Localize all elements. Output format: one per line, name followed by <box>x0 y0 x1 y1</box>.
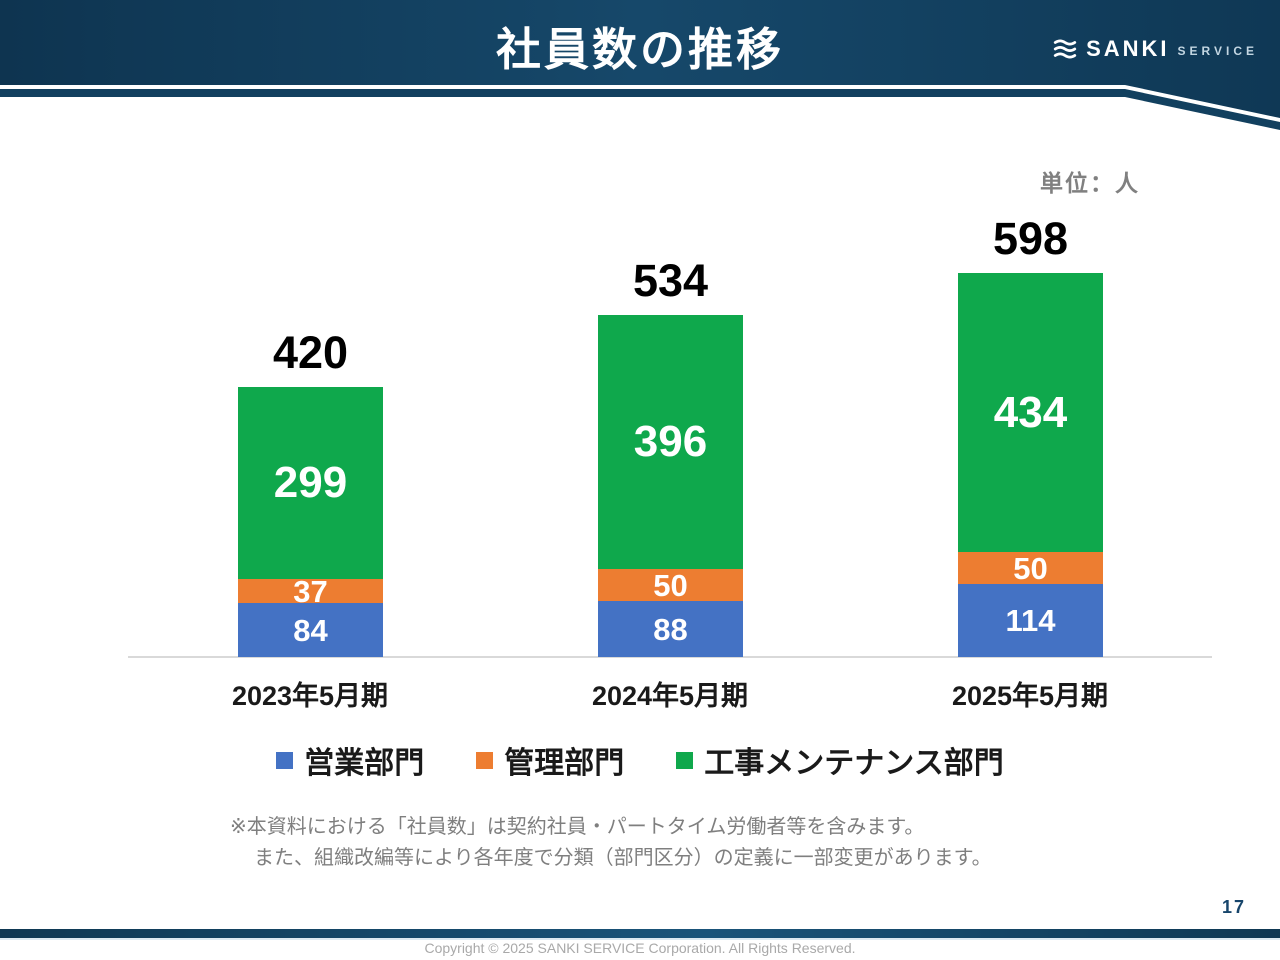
footnote: ※本資料における「社員数」は契約社員・パートタイム労働者等を含みます。 また、組… <box>230 812 992 874</box>
category-label-2025: 2025年5月期 <box>951 681 1109 711</box>
segment-value: 114 <box>1005 603 1056 638</box>
copyright-text: Copyright © 2025 SANKI SERVICE Corporati… <box>424 940 856 956</box>
logo-brand-text: SANKI <box>1086 36 1170 61</box>
footer-divider-bar <box>0 929 1280 940</box>
sanki-waves-icon <box>1053 39 1077 59</box>
legend-swatch-orange <box>476 751 494 769</box>
legend-label: 工事メンテナンス部門 <box>704 747 1004 780</box>
bar-2024: 534 396 50 88 <box>598 255 743 657</box>
segment-construction-2024: 396 <box>598 315 743 569</box>
segment-admin-2024: 50 <box>598 569 743 601</box>
segment-admin-2025: 50 <box>958 552 1103 584</box>
segment-value: 299 <box>273 458 348 507</box>
page-number: 17 <box>1221 897 1246 917</box>
total-label-2023: 420 <box>272 327 349 378</box>
segment-construction-2023: 299 <box>238 387 383 579</box>
bar-2025: 598 434 50 114 <box>958 213 1103 657</box>
segment-value: 50 <box>653 567 688 603</box>
header-banner: 社員数の推移 SANKI SERVICE <box>0 0 1280 135</box>
segment-value: 84 <box>293 612 328 648</box>
category-label-2023: 2023年5月期 <box>231 681 389 711</box>
segment-value: 50 <box>1013 550 1048 586</box>
legend-swatch-blue <box>276 751 294 769</box>
bar-stack-2023: 299 37 84 <box>238 387 383 657</box>
segment-value: 37 <box>293 573 328 609</box>
x-axis-line <box>128 656 1212 658</box>
legend-label: 管理部門 <box>504 747 625 780</box>
category-label-2024: 2024年5月期 <box>591 681 749 711</box>
segment-sales-2025: 114 <box>958 584 1103 657</box>
legend-label: 営業部門 <box>304 747 425 780</box>
segment-sales-2023: 84 <box>238 603 383 657</box>
page-title: 社員数の推移 <box>495 24 784 75</box>
footnote-line-2: また、組織改編等により各年度で分類（部門区分）の定義に一部変更があります。 <box>254 847 992 869</box>
total-label-2025: 598 <box>992 213 1069 264</box>
legend-swatch-green <box>676 751 694 769</box>
unit-label: 単位：人 <box>1040 170 1140 196</box>
sanki-logo: SANKI SERVICE <box>1052 36 1258 62</box>
total-label-2024: 534 <box>632 255 709 306</box>
bar-stack-2025: 434 50 114 <box>958 273 1103 657</box>
header-background-shape <box>0 0 1280 130</box>
segment-construction-2025: 434 <box>958 273 1103 552</box>
segment-value: 88 <box>653 611 688 647</box>
bar-2023: 420 299 37 84 <box>238 327 383 657</box>
chart-legend: 営業部門 管理部門 工事メンテナンス部門 <box>0 738 1280 782</box>
legend-item-construction: 工事メンテナンス部門 <box>676 738 1004 782</box>
footnote-line-1: ※本資料における「社員数」は契約社員・パートタイム労働者等を含みます。 <box>230 816 925 838</box>
segment-admin-2023: 37 <box>238 576 383 607</box>
segment-sales-2024: 88 <box>598 601 743 657</box>
bar-stack-2024: 396 50 88 <box>598 315 743 657</box>
logo-suffix-text: SERVICE <box>1177 44 1258 58</box>
legend-item-admin: 管理部門 <box>476 738 624 782</box>
segment-value: 396 <box>633 417 708 466</box>
segment-value: 434 <box>993 387 1068 437</box>
legend-item-sales: 営業部門 <box>276 738 424 782</box>
